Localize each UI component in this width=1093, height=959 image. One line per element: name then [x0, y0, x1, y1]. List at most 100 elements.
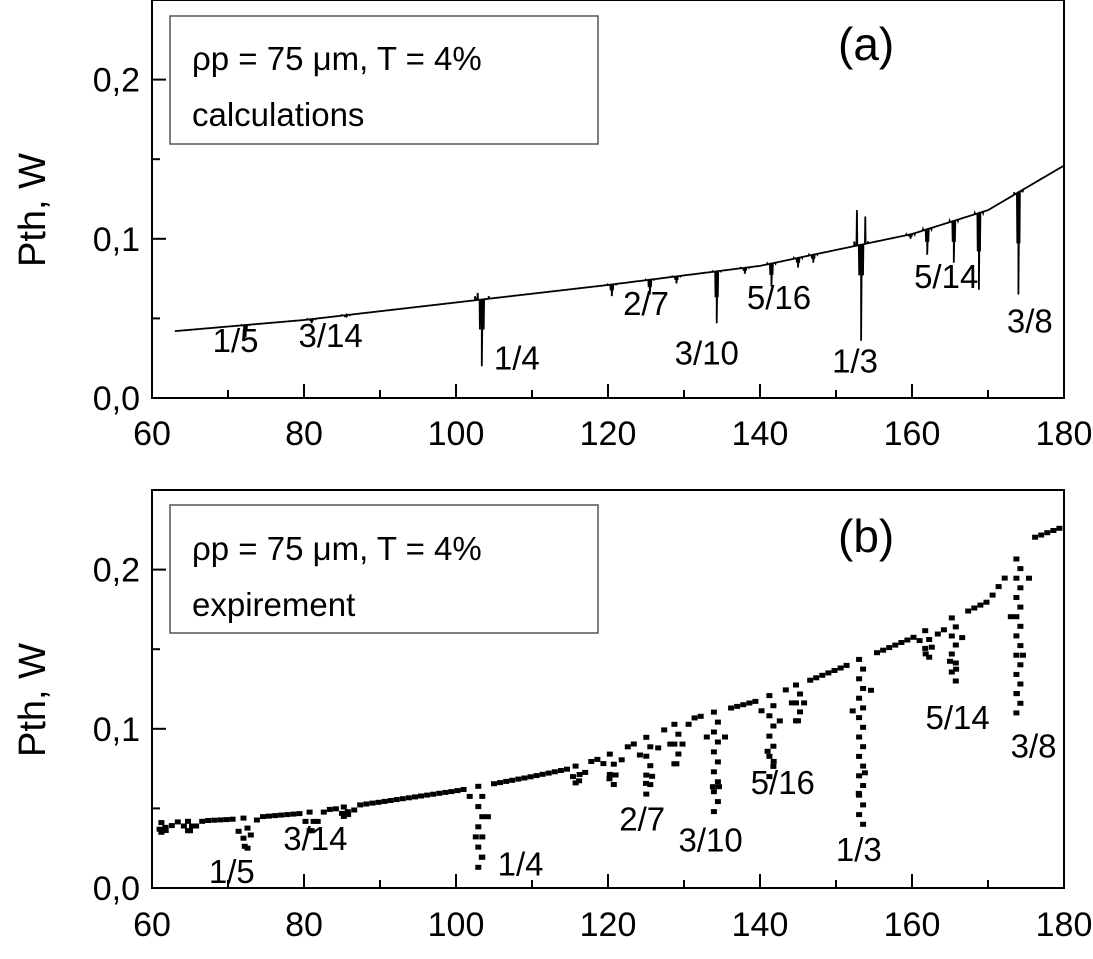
panel-b-dip-point	[1013, 595, 1020, 600]
panel-b-dip-point	[643, 791, 650, 797]
panel-b-dip-point	[158, 820, 165, 826]
panel-b-dip-point	[610, 782, 617, 787]
panel-b-data-point	[740, 702, 747, 708]
panel-b-dip-point	[1017, 604, 1024, 610]
panel-b-x-tick-label: 60	[133, 906, 171, 944]
panel-b-dip-point	[1017, 623, 1024, 629]
panel-b-dip-point	[647, 763, 654, 769]
panel-b-data-point	[612, 772, 619, 778]
panel-b-data-point	[357, 802, 364, 808]
panel-b-dip-point	[479, 854, 486, 860]
panel-b-data-point	[247, 832, 254, 838]
panel-b-data-point	[734, 703, 741, 709]
panel-b-dip-point	[475, 864, 482, 870]
panel-b-dip-point	[948, 615, 955, 621]
panel-b-dip-point	[189, 823, 195, 829]
panel-b-data-point	[697, 713, 704, 719]
panel-b-data-point	[199, 818, 206, 824]
panel-a-y-axis-label: Pth, W	[12, 153, 54, 267]
panel-b-data-point	[788, 700, 795, 706]
panel-b-dip-point	[1013, 556, 1020, 562]
panel-b-data-point	[1001, 575, 1008, 581]
panel-b-dip-point	[340, 813, 347, 819]
panel-b-dip-point	[1013, 614, 1020, 620]
panel-b-data-point	[989, 592, 996, 598]
panel-b-data-point	[722, 734, 728, 740]
panel-b-dip-point	[770, 743, 777, 749]
panel-a-resonance-label: 2/7	[623, 285, 669, 322]
panel-b-data-point	[332, 806, 339, 812]
panel-b-dip-point	[710, 809, 717, 815]
panel-b-dip-point	[643, 734, 650, 740]
panel-b-legend: ρp = 75 μm, T = 4% expirement	[169, 504, 599, 634]
panel-b-dip-point	[856, 753, 863, 759]
panel-b-dip-point	[475, 844, 482, 850]
panel-b-dip-point	[793, 700, 799, 706]
panel-b-dip-point	[922, 628, 929, 634]
panel-b-data-point	[636, 752, 643, 758]
panel-b-data-point	[418, 793, 424, 799]
panel-b-data-point	[375, 799, 382, 805]
panel-a-y-tick-label: 0,0	[93, 380, 140, 418]
panel-b-data-point	[959, 635, 966, 641]
panel-b-dip-point	[860, 686, 867, 691]
panel-b-dip-point	[856, 773, 863, 779]
panel-b-dip-point	[710, 749, 717, 755]
panel-b-dip-point	[240, 815, 247, 821]
panel-b-data-point	[339, 810, 345, 816]
panel-b-data-point	[1056, 525, 1063, 531]
panel-a-resonance-label: 1/4	[494, 339, 540, 376]
panel-b-dip-point	[856, 812, 863, 818]
panel-b-dip-point	[710, 729, 717, 735]
panel-b-dip-point	[479, 834, 486, 840]
panel-b-data-point	[211, 817, 218, 823]
panel-a-legend-line2: calculations	[192, 96, 364, 133]
panel-b-data-point	[576, 778, 583, 784]
panel-b-dip-point	[710, 789, 717, 795]
panel-b-dip-point	[714, 759, 721, 765]
panel-b-dip-point	[860, 802, 867, 808]
panel-b-data-point	[600, 761, 607, 767]
panel-b-data-point	[940, 627, 947, 633]
panel-b-data-point	[624, 744, 631, 750]
panel-b-dip-point	[1017, 585, 1024, 591]
panel-b-x-tick-label: 100	[428, 906, 485, 944]
panel-b-legend-line2: expirement	[192, 586, 355, 623]
panel-a-axes: 60 80 100 120 140 160 180 0,0 0,1 0,2	[93, 62, 1093, 453]
panel-b-data-point	[545, 770, 552, 776]
panel-b-dip-point	[710, 709, 717, 715]
panel-b-data-point	[484, 814, 491, 820]
panel-b-data-point	[351, 807, 358, 813]
panel-b-data-point	[655, 745, 662, 751]
panel-a-resonance-label: 5/14	[914, 258, 978, 295]
panel-b-data-point	[831, 668, 838, 673]
panel-b-dip-point	[860, 763, 867, 769]
panel-b-dip-point	[952, 660, 959, 666]
panel-b-data-point	[1020, 652, 1026, 658]
panel-b-dip-point	[856, 656, 863, 662]
panel-b-data-point	[813, 675, 820, 681]
panel-b-resonance-label: 3/8	[1011, 728, 1057, 765]
panel-b-data-point	[947, 658, 953, 664]
panel-b-data-point	[521, 775, 528, 781]
panel-a-resonance-label: 5/16	[747, 279, 811, 316]
panel-b-data-point	[1007, 614, 1014, 620]
panel-b-data-point	[180, 823, 187, 829]
panel-b-dip-point	[770, 703, 777, 709]
panel-b-data-point	[703, 734, 710, 740]
panel-b-data-point	[582, 769, 589, 775]
panel-b-data-point	[752, 698, 759, 704]
panel-b-data-point	[649, 773, 656, 779]
panel-a-y-tick-label: 0,1	[93, 221, 140, 259]
panel-b-data-point	[424, 792, 431, 798]
panel-b-dip-point	[671, 721, 678, 727]
panel-b-dip-point	[860, 744, 867, 750]
panel-b-data-point	[564, 766, 570, 772]
panel-b-data-point	[539, 771, 546, 777]
panel-b-dip-point	[185, 818, 191, 824]
panel-b-data-point	[454, 788, 461, 794]
panel-b-dip-point	[306, 828, 313, 834]
panel-b-data-point	[922, 651, 929, 657]
panel-b-resonance-label: 1/3	[836, 831, 882, 868]
